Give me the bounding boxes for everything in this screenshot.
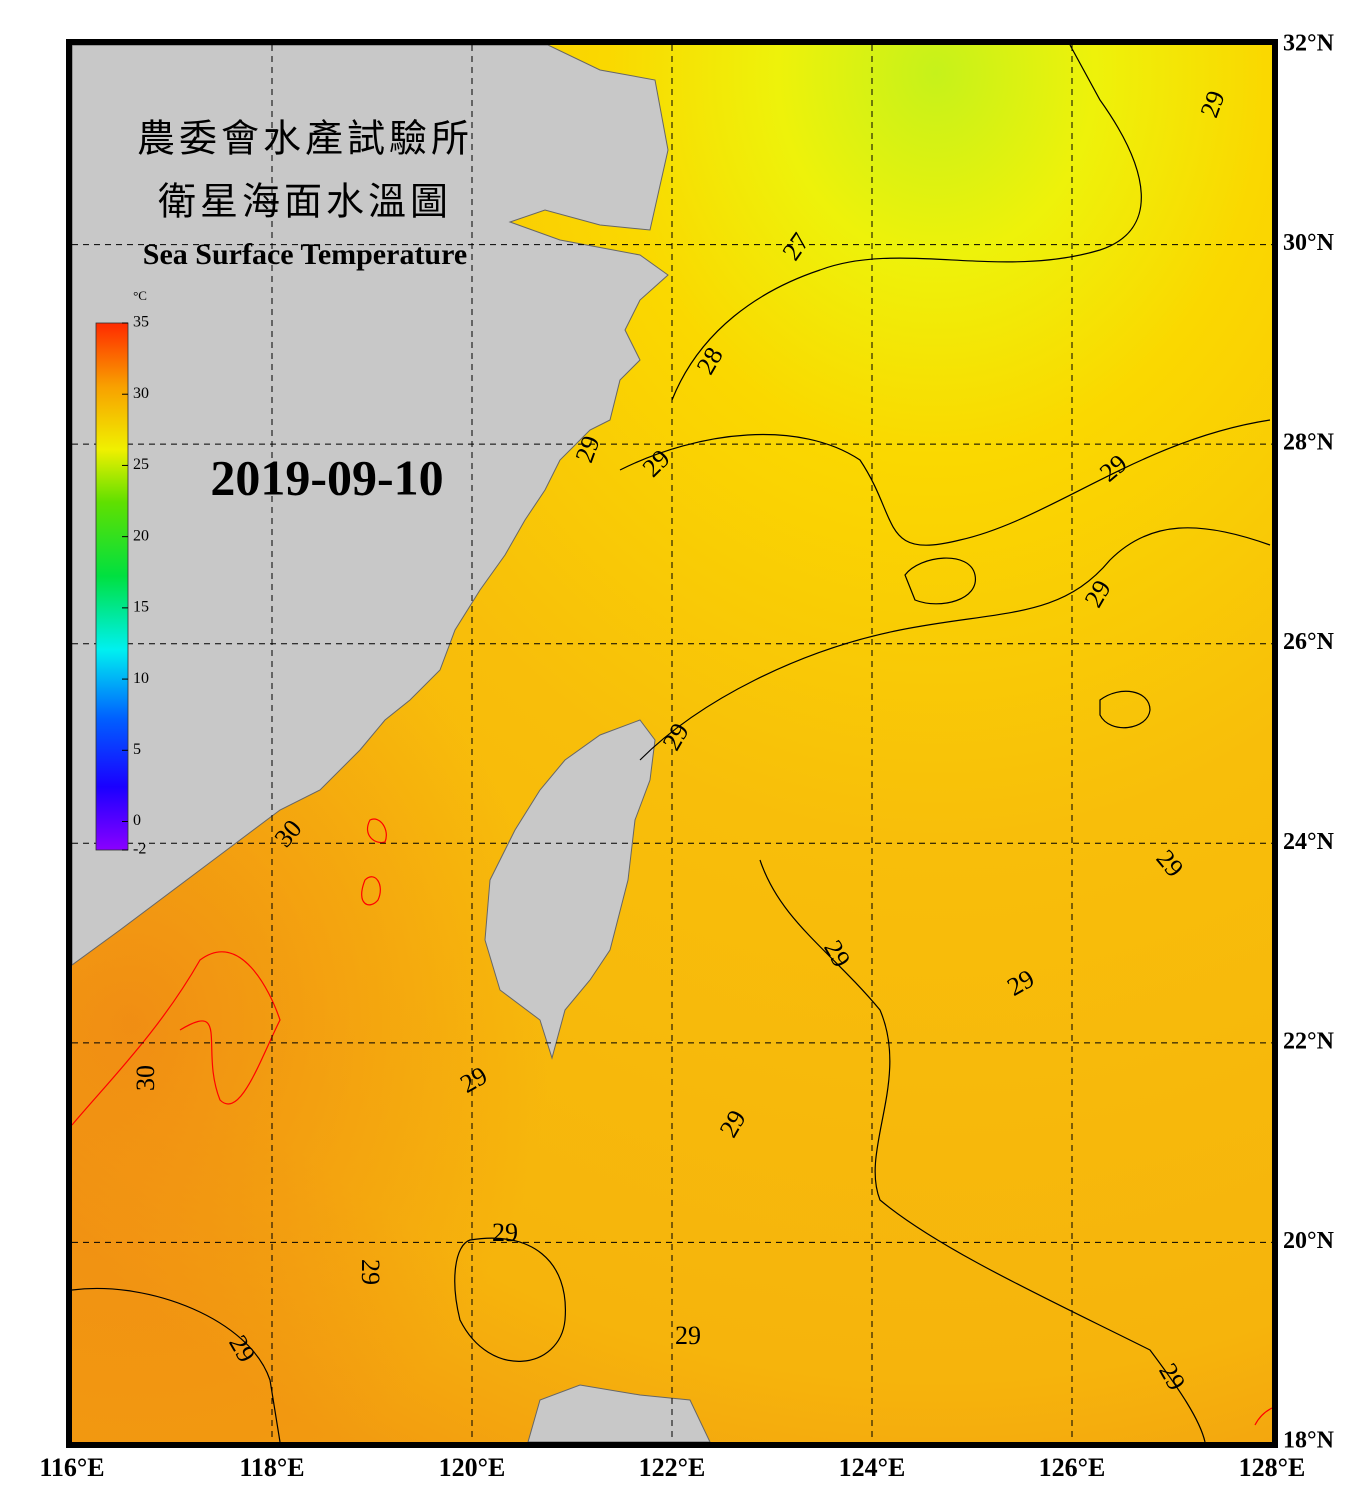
contour-line [671,45,1142,401]
contour-label: 29 [492,1218,518,1247]
lat-label: 20°N [1283,1228,1335,1254]
graticule [72,45,1272,1442]
contour-line [904,557,976,605]
contour-line [1254,1407,1272,1426]
mainland [72,45,669,966]
title-line: 農委會水產試驗所 [137,117,473,161]
lon-label: 126°E [1039,1453,1106,1482]
colorbar-tick-label: -2 [133,841,146,858]
colorbar-tick-label: 20 [133,527,149,544]
contour-label: 29 [356,1259,385,1285]
contour-label: 29 [675,1321,701,1350]
title-line: 衛星海面水溫圖 [158,180,452,224]
lat-label: 32°N [1283,31,1335,57]
colorbar-tick-label: 15 [133,599,149,616]
date: 2019-09-10 [210,449,443,505]
lon-label: 128°E [1239,1453,1306,1482]
colorbar-tick-label: 5 [133,741,141,758]
lat-label: 24°N [1283,829,1335,855]
lon-label: 120°E [439,1453,506,1482]
contour-line [1099,690,1151,729]
colorbar-tick-label: 35 [133,314,149,331]
colorbar-tick-label: 10 [133,670,149,687]
lon-label: 118°E [239,1453,304,1482]
lat-label: 22°N [1283,1028,1335,1054]
contour-line [72,951,281,1126]
luzon [527,1384,711,1442]
lat-label: 28°N [1283,430,1335,456]
map-frame [66,39,1278,1448]
contour-line [619,419,1271,546]
contour-line [72,1287,281,1442]
colorbar-unit: °C [133,288,147,303]
lon-label: 122°E [639,1453,706,1482]
lat-label: 30°N [1283,230,1335,256]
contour-line [639,527,1271,761]
lat-label: 18°N [1283,1428,1335,1454]
lon-label: 116°E [39,1453,104,1482]
colorbar-tick-label: 0 [133,812,141,829]
lat-label: 26°N [1283,629,1335,655]
contour-label: 30 [131,1065,160,1091]
colorbar [95,322,129,851]
contour-line [759,859,1206,1442]
subtitle: Sea Surface Temperature [143,238,467,271]
colorbar-tick-label: 25 [133,456,149,473]
contour-line [454,1237,566,1362]
lon-label: 124°E [839,1453,906,1482]
taiwan [484,719,656,1060]
contour-line [361,818,387,906]
colorbar-tick-label: 30 [133,385,149,402]
axes: 116°E 118°E 120°E 122°E 124°E 126°E 128°E18°N 2… [39,31,1334,1482]
